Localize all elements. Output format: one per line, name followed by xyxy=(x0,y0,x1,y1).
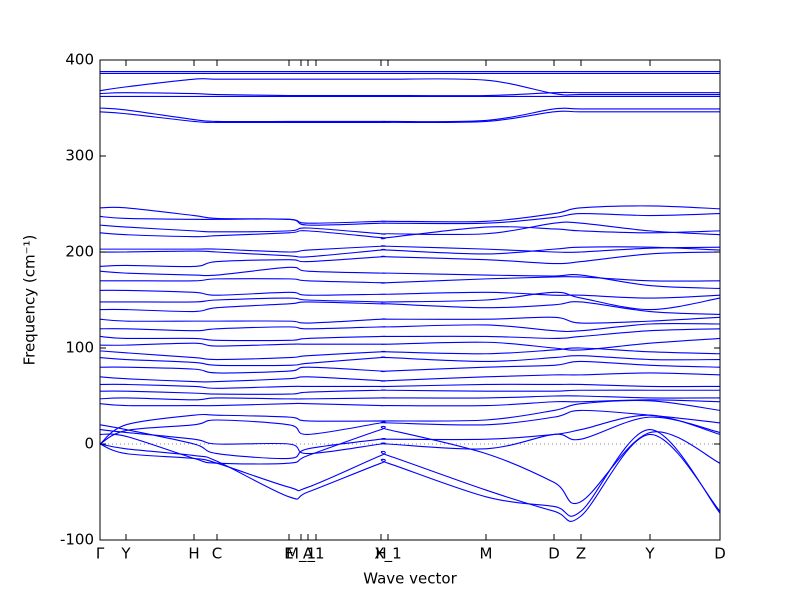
x-tick-label: M xyxy=(480,545,493,563)
band-line xyxy=(99,414,721,460)
x-tick-label: A xyxy=(303,545,314,563)
x-tick-label: X_1 xyxy=(374,545,401,564)
y-tick-label: -100 xyxy=(60,531,94,549)
band-line xyxy=(100,276,721,284)
band-line xyxy=(99,289,721,299)
band-line xyxy=(99,110,720,124)
band-line xyxy=(99,213,721,226)
y-tick-label: 100 xyxy=(65,339,94,357)
band-line xyxy=(99,328,721,342)
x-axis-label: Wave vector xyxy=(363,570,457,588)
band-line xyxy=(99,226,721,240)
band-line xyxy=(99,322,721,333)
y-tick-label: 0 xyxy=(84,435,94,453)
band-line xyxy=(99,301,721,315)
band-line xyxy=(99,355,721,367)
band-line xyxy=(100,245,721,253)
x-tick-label: D xyxy=(714,545,726,563)
band-line xyxy=(99,383,721,389)
x-tick-label: Γ xyxy=(96,545,105,563)
band-line xyxy=(99,429,721,517)
band-line xyxy=(99,416,721,455)
y-tick-label: 200 xyxy=(65,243,94,261)
band-line xyxy=(99,221,721,236)
band-line xyxy=(99,246,721,258)
band-line xyxy=(99,360,721,374)
band-line xyxy=(99,395,721,401)
y-axis-label: Frequency (cm⁻¹) xyxy=(21,235,39,366)
band-line xyxy=(99,316,721,324)
band-line xyxy=(99,337,721,351)
x-tick-label: C xyxy=(212,545,222,563)
band-line xyxy=(99,372,721,383)
band-line xyxy=(99,425,721,505)
x-tick-label: M_1 xyxy=(286,545,316,564)
band-line xyxy=(99,389,720,395)
y-tick-label: 300 xyxy=(65,147,94,165)
band-line xyxy=(99,91,720,97)
band-line xyxy=(99,205,721,224)
band-line xyxy=(100,291,721,311)
x-tick-label: Y xyxy=(120,545,131,563)
x-tick-label: H xyxy=(188,545,199,563)
x-tick-label: D xyxy=(548,545,560,563)
band-line xyxy=(99,409,721,445)
x-tick-label: E xyxy=(284,545,293,563)
band-line xyxy=(99,347,721,361)
x-tick-label: Y xyxy=(644,545,655,563)
plot-frame xyxy=(99,59,721,541)
band-line xyxy=(99,433,721,522)
band-line xyxy=(99,107,720,123)
x-tick-label: Z xyxy=(576,545,586,563)
band-line xyxy=(99,266,721,290)
band-line xyxy=(99,78,720,96)
x-tick-label: _1 xyxy=(306,545,324,564)
band-line xyxy=(99,399,721,445)
x-tick-label: H xyxy=(375,545,386,563)
y-tick-label: 400 xyxy=(65,51,94,69)
band-line xyxy=(99,399,721,407)
band-line xyxy=(99,251,721,268)
